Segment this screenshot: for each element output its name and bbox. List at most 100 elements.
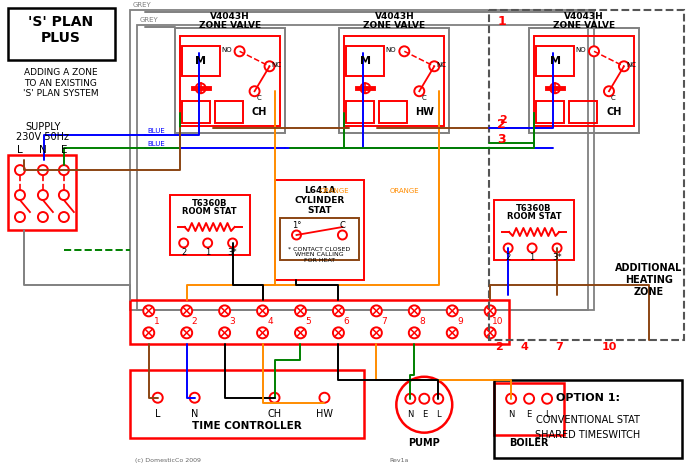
Text: STAT: STAT — [307, 205, 332, 214]
Text: ROOM STAT: ROOM STAT — [506, 212, 562, 220]
Circle shape — [542, 394, 552, 404]
Circle shape — [15, 190, 25, 200]
Text: 8: 8 — [420, 317, 425, 326]
Circle shape — [360, 83, 371, 93]
Text: L: L — [545, 410, 549, 419]
Bar — [569, 101, 597, 123]
Bar — [489, 10, 684, 340]
Circle shape — [59, 165, 69, 175]
Text: GREY: GREY — [132, 2, 152, 8]
Text: E: E — [526, 410, 532, 419]
Text: 1°: 1° — [292, 220, 302, 229]
Text: 4: 4 — [520, 342, 528, 352]
Text: 3*: 3* — [228, 249, 237, 257]
Bar — [215, 101, 243, 123]
Text: 2: 2 — [181, 249, 186, 257]
Text: NC: NC — [626, 62, 636, 68]
Circle shape — [429, 61, 440, 71]
Text: SHARED TIMESWITCH: SHARED TIMESWITCH — [535, 430, 640, 439]
Text: E: E — [422, 410, 427, 419]
Circle shape — [484, 327, 495, 338]
Text: HW: HW — [316, 409, 333, 419]
Text: CYLINDER: CYLINDER — [295, 196, 344, 205]
Text: L641A: L641A — [304, 186, 335, 195]
Text: ORANGE: ORANGE — [319, 188, 349, 194]
Text: C: C — [339, 220, 346, 229]
Text: 1: 1 — [205, 249, 210, 257]
Text: ADDING A ZONE
TO AN EXISTING
'S' PLAN SYSTEM: ADDING A ZONE TO AN EXISTING 'S' PLAN SY… — [23, 68, 99, 98]
Text: BLUE: BLUE — [148, 141, 166, 147]
Text: NC: NC — [436, 62, 446, 68]
Text: 7: 7 — [382, 317, 387, 326]
Circle shape — [338, 231, 347, 240]
Bar — [130, 10, 594, 310]
Text: 230V 50Hz: 230V 50Hz — [17, 132, 70, 142]
Circle shape — [408, 327, 420, 338]
Circle shape — [295, 306, 306, 316]
Circle shape — [619, 61, 629, 71]
Circle shape — [504, 243, 513, 252]
Bar — [536, 101, 564, 123]
Text: L: L — [436, 410, 441, 419]
Text: CH: CH — [268, 409, 282, 419]
Circle shape — [235, 46, 244, 56]
Circle shape — [446, 306, 457, 316]
Text: * CONTACT CLOSED
WHEN CALLING
FOR HEAT: * CONTACT CLOSED WHEN CALLING FOR HEAT — [288, 247, 351, 263]
Text: V4043H: V4043H — [564, 12, 604, 21]
Circle shape — [333, 306, 344, 316]
Circle shape — [181, 306, 193, 316]
Bar — [380, 101, 407, 123]
Text: M: M — [549, 56, 560, 66]
Bar — [130, 370, 364, 438]
Text: M: M — [360, 56, 371, 66]
Text: 2: 2 — [495, 342, 503, 352]
Circle shape — [38, 165, 48, 175]
Circle shape — [190, 393, 199, 403]
Circle shape — [408, 306, 420, 316]
Circle shape — [433, 394, 443, 404]
Circle shape — [196, 83, 206, 93]
Text: BLUE: BLUE — [148, 128, 166, 134]
Text: SUPPLY: SUPPLY — [26, 122, 61, 132]
Circle shape — [371, 327, 382, 338]
Text: ADDITIONAL
HEATING
ZONE: ADDITIONAL HEATING ZONE — [615, 263, 682, 297]
Text: 1: 1 — [529, 254, 535, 263]
Text: T6360B: T6360B — [516, 204, 552, 212]
Text: Rev1a: Rev1a — [389, 458, 408, 462]
Text: ORANGE: ORANGE — [389, 188, 419, 194]
Bar — [170, 195, 250, 255]
Text: 2: 2 — [497, 118, 506, 131]
Circle shape — [38, 190, 48, 200]
Text: L: L — [17, 145, 23, 155]
Bar — [346, 101, 375, 123]
Text: 10: 10 — [493, 317, 504, 326]
Text: 5: 5 — [306, 317, 311, 326]
Text: 3*: 3* — [552, 254, 562, 263]
Text: ZONE VALVE: ZONE VALVE — [363, 21, 426, 30]
Bar — [494, 200, 574, 260]
Bar — [279, 218, 359, 260]
Bar — [275, 180, 364, 280]
Text: E: E — [61, 145, 67, 155]
Text: 9: 9 — [457, 317, 463, 326]
Text: V4043H: V4043H — [210, 12, 250, 21]
Circle shape — [506, 394, 516, 404]
Text: GREY: GREY — [140, 17, 159, 23]
Text: 'S' PLAN: 'S' PLAN — [28, 15, 93, 29]
Text: PUMP: PUMP — [408, 438, 440, 448]
Text: N: N — [407, 410, 413, 419]
Circle shape — [264, 61, 275, 71]
Circle shape — [528, 243, 537, 252]
Circle shape — [414, 86, 424, 96]
Circle shape — [550, 83, 560, 93]
Circle shape — [405, 394, 415, 404]
Circle shape — [333, 327, 344, 338]
Text: CONVENTIONAL STAT: CONVENTIONAL STAT — [536, 415, 640, 424]
Circle shape — [144, 306, 155, 316]
Bar — [494, 380, 682, 458]
Circle shape — [292, 231, 301, 240]
Text: 6: 6 — [344, 317, 349, 326]
Circle shape — [179, 239, 188, 248]
Text: M: M — [195, 56, 206, 66]
Text: 4: 4 — [268, 317, 273, 326]
